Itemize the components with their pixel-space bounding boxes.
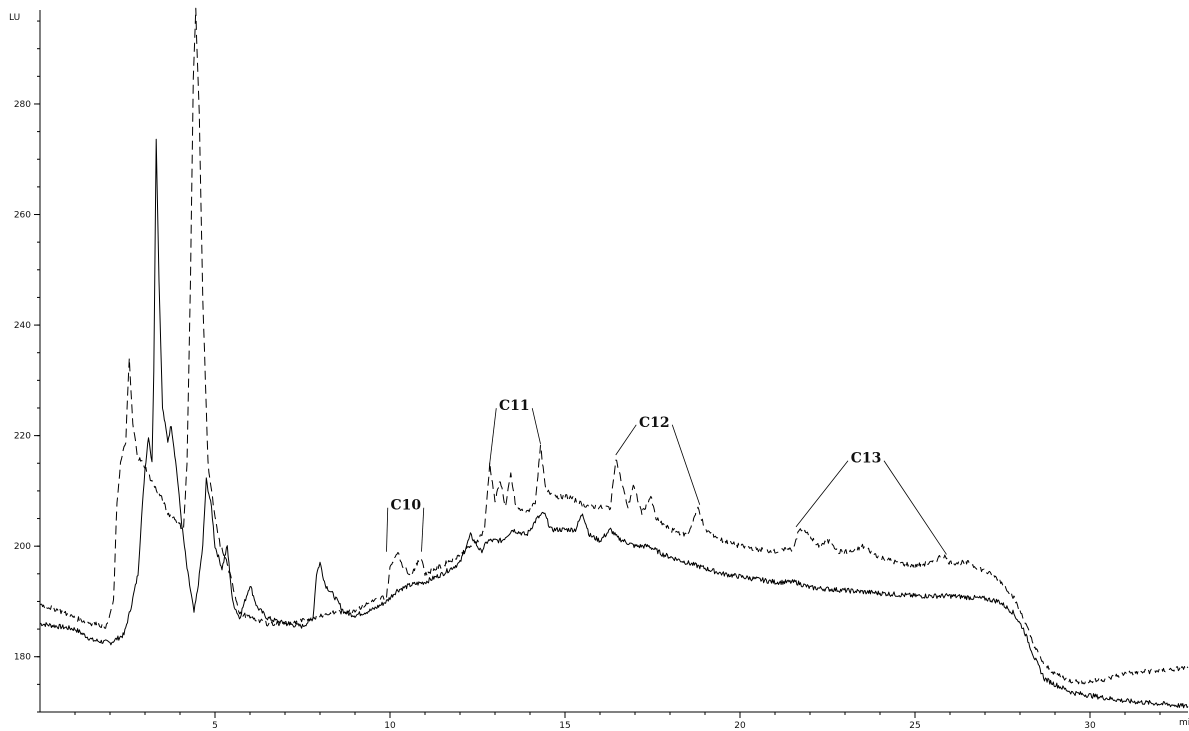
y-axis-label: LU [9,13,20,23]
y-tick-label: 220 [14,432,31,442]
series-dashed-trace [39,7,1189,685]
y-tick-label: 180 [14,653,31,663]
annotation-leader-line [421,507,425,552]
peak-annotation-label: C11 [499,398,530,414]
chart-series [39,7,1189,709]
annotation-leader-line [615,424,637,456]
annotation-leader-line [671,424,701,505]
x-tick-label: 25 [909,721,920,731]
annotation-leader-line [386,507,389,552]
peak-annotation-label: C13 [851,451,882,467]
y-tick-label: 260 [14,211,31,221]
annotation-leader-line [883,460,947,555]
x-tick-label: 30 [1084,721,1096,731]
x-tick-label: 10 [384,721,396,731]
annotation-leader-line [795,460,849,528]
y-tick-label: 200 [14,542,31,552]
peak-annotation-label: C12 [639,415,670,431]
chart-annotations: C10 C11 C12 C13 [386,398,947,555]
y-tick-label: 280 [14,100,31,110]
annotation-leader-line [531,408,541,445]
chart-axes: LU mi [9,10,1189,728]
x-tick-label: 20 [734,721,746,731]
chart-ticks: 180 200 220 240 260 280 5 10 15 20 25 30 [14,20,1161,731]
x-tick-label: 5 [212,721,218,731]
peak-annotation-label: C10 [390,498,421,514]
annotation-leader-line [489,408,497,464]
series-solid-trace [39,138,1189,709]
y-tick-label: 240 [14,321,31,331]
x-tick-label: 15 [559,721,570,731]
x-axis-label: mi [1179,718,1189,728]
